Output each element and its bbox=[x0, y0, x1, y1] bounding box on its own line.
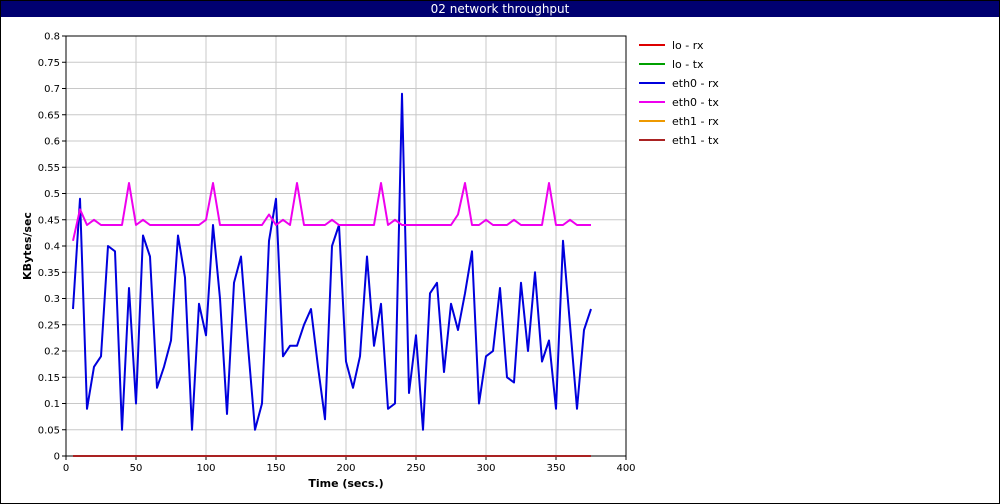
y-tick-label: 0.2 bbox=[44, 347, 60, 358]
y-tick-label: 0.1 bbox=[44, 399, 60, 410]
series-line-eth0-tx bbox=[72, 182, 591, 242]
legend-item: eth0 - tx bbox=[639, 96, 719, 109]
y-tick-label: 0.65 bbox=[38, 110, 60, 121]
legend-label: eth1 - rx bbox=[672, 115, 719, 128]
legend-label: eth0 - tx bbox=[672, 96, 719, 109]
y-tick-label: 0 bbox=[54, 452, 60, 463]
x-axis-label: Time (secs.) bbox=[308, 477, 383, 490]
y-tick-label: 0.4 bbox=[44, 242, 60, 253]
y-tick-label: 0.25 bbox=[38, 320, 60, 331]
legend: lo - rx lo - tx eth0 - rx eth0 - tx eth1 - r… bbox=[639, 39, 719, 147]
x-tick-label: 350 bbox=[546, 463, 565, 474]
y-tick-label: 0.75 bbox=[38, 58, 60, 69]
legend-item: eth1 - tx bbox=[639, 134, 719, 147]
y-axis-label: KBytes/sec bbox=[21, 212, 34, 280]
y-tick-label: 0.8 bbox=[44, 32, 60, 43]
y-tick-label: 0.5 bbox=[44, 189, 60, 200]
y-tick-label: 0.6 bbox=[44, 137, 60, 148]
series-line-eth0-rx bbox=[72, 92, 592, 431]
x-tick-label: 50 bbox=[130, 463, 143, 474]
x-tick-label: 250 bbox=[406, 463, 425, 474]
legend-item: lo - tx bbox=[639, 58, 704, 71]
legend-item: eth1 - rx bbox=[639, 115, 719, 128]
legend-label: eth1 - tx bbox=[672, 134, 719, 147]
legend-item: eth0 - rx bbox=[639, 77, 719, 90]
legend-label: eth0 - rx bbox=[672, 77, 719, 90]
y-tick-label: 0.7 bbox=[44, 84, 60, 95]
x-tick-label: 100 bbox=[196, 463, 215, 474]
x-tick-label: 300 bbox=[476, 463, 495, 474]
y-tick-label: 0.05 bbox=[38, 425, 60, 436]
y-axis-ticks: 0 0.05 0.1 0.15 0.2 0.25 0.3 0.35 0.4 0.45 0.5 0.55… bbox=[38, 32, 66, 463]
y-tick-label: 0.15 bbox=[38, 373, 60, 384]
y-tick-label: 0.3 bbox=[44, 294, 60, 305]
x-axis-ticks: 0 50 100 150 200 250 300 350 400 bbox=[63, 456, 636, 474]
x-tick-label: 150 bbox=[266, 463, 285, 474]
x-tick-label: 0 bbox=[63, 463, 69, 474]
y-tick-label: 0.35 bbox=[38, 268, 60, 279]
y-tick-label: 0.55 bbox=[38, 163, 60, 174]
series-lines bbox=[72, 92, 592, 457]
chart-title: 02 network throughput bbox=[1, 1, 999, 17]
legend-label: lo - tx bbox=[672, 58, 704, 71]
x-tick-label: 400 bbox=[616, 463, 635, 474]
legend-item: lo - rx bbox=[639, 39, 704, 52]
x-tick-label: 200 bbox=[336, 463, 355, 474]
grid-lines bbox=[65, 35, 627, 457]
y-tick-label: 0.45 bbox=[38, 215, 60, 226]
legend-label: lo - rx bbox=[672, 39, 704, 52]
